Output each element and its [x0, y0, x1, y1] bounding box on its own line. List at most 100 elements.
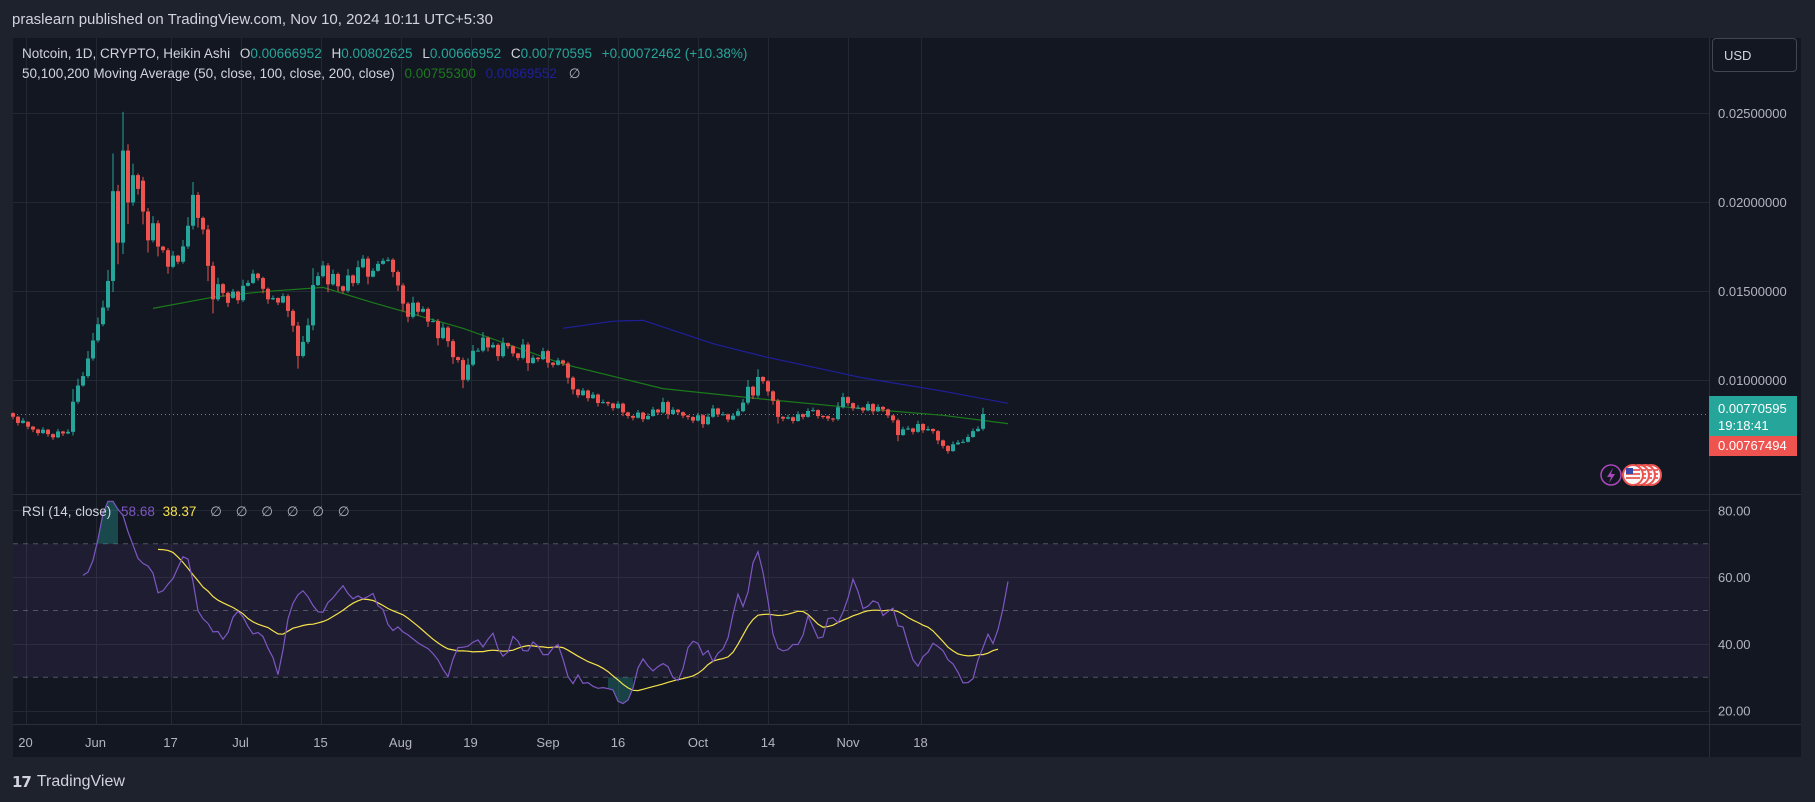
candle-body	[151, 223, 155, 241]
lightning-event-icon[interactable]	[1600, 464, 1622, 486]
candle-body	[351, 275, 355, 284]
candle-body	[26, 421, 30, 427]
candle-body	[696, 415, 700, 421]
candle	[51, 433, 55, 440]
candle	[26, 421, 30, 430]
candle-body	[566, 363, 570, 378]
candle-body	[91, 340, 95, 359]
candle-body	[51, 434, 55, 438]
candle	[621, 402, 625, 417]
candle	[776, 398, 780, 424]
tradingview-logo[interactable]: 17 TradingView	[12, 772, 125, 792]
candle	[261, 276, 265, 294]
candle-body	[641, 412, 645, 420]
ma50-line	[152, 286, 1009, 425]
candle	[216, 277, 220, 302]
candle	[876, 404, 880, 413]
candle	[86, 351, 90, 379]
candle-body	[766, 381, 770, 392]
candle	[321, 260, 325, 278]
candle-body	[251, 273, 255, 283]
candle	[101, 300, 105, 327]
main-legend: Notcoin, 1D, CRYPTO, Heikin Ashi O0.0066…	[22, 46, 749, 61]
candle	[501, 337, 505, 358]
candle-body	[106, 280, 110, 308]
candle-body	[256, 273, 260, 279]
candle	[76, 378, 80, 404]
candle-body	[511, 346, 515, 354]
candle	[156, 220, 160, 257]
candle-body	[546, 351, 550, 363]
candle	[751, 385, 755, 400]
candle	[221, 283, 225, 297]
candle-body	[126, 150, 130, 203]
candle	[91, 332, 95, 361]
time-tick-label: 19	[463, 735, 477, 750]
candle	[796, 411, 800, 422]
time-tick-label: 18	[913, 735, 927, 750]
candle	[126, 144, 130, 225]
candle-body	[481, 337, 485, 351]
candle	[581, 387, 585, 396]
candle	[831, 417, 835, 422]
candle	[71, 389, 75, 436]
ma-title[interactable]: 50,100,200 Moving Average (50, close, 10…	[22, 66, 395, 81]
candle	[251, 269, 255, 285]
candle-body	[191, 194, 195, 226]
candle-body	[476, 350, 480, 352]
candle-body	[226, 292, 230, 303]
candle-body	[886, 409, 890, 416]
candle	[981, 407, 985, 431]
candle	[291, 309, 295, 332]
candle-body	[31, 426, 35, 430]
candle	[881, 406, 885, 412]
candle-body	[711, 408, 715, 417]
symbol-label[interactable]: Notcoin, 1D, CRYPTO, Heikin Ashi	[22, 46, 231, 61]
candle-body	[161, 246, 165, 251]
candle-body	[916, 423, 920, 432]
candle	[586, 389, 590, 402]
candle-body	[186, 225, 190, 247]
candle	[426, 307, 430, 327]
candle	[851, 402, 855, 411]
candle	[146, 207, 150, 253]
candle	[886, 408, 890, 419]
candle	[201, 216, 205, 235]
chart-panel[interactable]	[13, 38, 1801, 757]
candle-body	[816, 410, 820, 416]
rsi-title[interactable]: RSI (14, close)	[22, 504, 112, 519]
candle-body	[926, 428, 930, 431]
us-flag-icon[interactable]	[1622, 464, 1644, 486]
candle	[556, 357, 560, 366]
candle	[771, 390, 775, 405]
price-tick-label: 0.02500000	[1718, 106, 1787, 121]
candle-body	[506, 343, 510, 347]
candle-body	[521, 344, 525, 358]
candle-body	[676, 409, 680, 413]
candle-body	[451, 341, 455, 358]
candle	[806, 408, 810, 418]
candle-body	[246, 282, 250, 286]
candle	[941, 439, 945, 449]
candle-body	[156, 223, 160, 247]
candle-body	[526, 344, 530, 364]
candle-body	[471, 350, 475, 365]
candle	[41, 427, 45, 434]
candle	[286, 294, 290, 318]
candle-body	[311, 285, 315, 326]
candle	[211, 261, 215, 314]
low-label: L	[422, 46, 430, 61]
candle-body	[441, 327, 445, 339]
rsi-tick-label: 40.00	[1718, 637, 1751, 652]
candle	[951, 441, 955, 452]
ma100-value: 0.00869552	[485, 66, 557, 81]
candle-body	[396, 272, 400, 286]
low-value: 0.00666952	[429, 46, 502, 61]
candle-body	[751, 386, 755, 396]
candle-body	[821, 415, 825, 417]
currency-button[interactable]: USD	[1712, 38, 1797, 72]
candle-body	[666, 402, 670, 415]
candle	[541, 347, 545, 361]
candle	[436, 318, 440, 346]
